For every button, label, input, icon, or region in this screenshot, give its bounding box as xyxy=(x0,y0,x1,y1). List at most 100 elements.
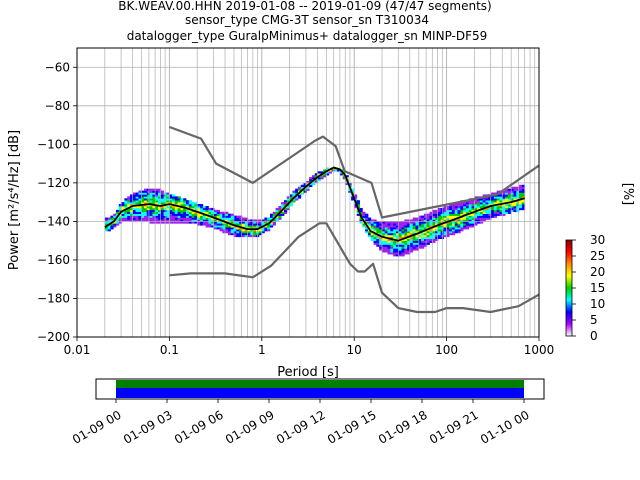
heatmap-cell xyxy=(418,225,422,228)
heatmap-cell xyxy=(191,204,195,207)
heatmap-cell xyxy=(465,209,470,213)
heatmap-cell xyxy=(225,231,229,234)
heatmap-cell xyxy=(166,202,170,205)
heatmap-cell xyxy=(275,209,279,213)
heatmap-cell xyxy=(387,246,391,249)
heatmap-cell xyxy=(138,211,142,214)
x-tick-label: 0.1 xyxy=(160,343,179,357)
heatmap-cell xyxy=(521,202,526,205)
heatmap-cell xyxy=(519,205,523,209)
heatmap-cell xyxy=(387,240,391,243)
heatmap-cell xyxy=(398,244,402,247)
heatmap-cell xyxy=(183,221,187,224)
heatmap-cell xyxy=(311,177,316,180)
heatmap-cell xyxy=(499,194,503,197)
heatmap-cell xyxy=(227,221,232,224)
heatmap-cell xyxy=(468,219,472,222)
heatmap-cell xyxy=(409,236,414,240)
heatmap-cell xyxy=(373,242,377,245)
heatmap-cell xyxy=(230,225,234,228)
heatmap-cell xyxy=(507,211,512,214)
heatmap-cell xyxy=(236,219,240,222)
heatmap-cell xyxy=(239,217,243,220)
heatmap-cell xyxy=(230,229,234,232)
heatmap-cell xyxy=(471,223,475,226)
heatmap-cell xyxy=(185,213,190,216)
new-high-noise-model xyxy=(169,125,540,219)
heatmap-cell xyxy=(488,217,492,220)
heatmap-cell xyxy=(463,211,467,214)
heatmap-cell xyxy=(169,209,173,213)
heatmap-cell xyxy=(225,215,229,218)
heatmap-cell xyxy=(485,213,489,216)
heatmap-cell xyxy=(379,227,383,230)
heatmap-cell xyxy=(177,209,181,213)
heatmap-cell xyxy=(267,229,271,232)
heatmap-cell xyxy=(157,196,162,199)
heatmap-cell xyxy=(407,242,411,245)
heatmap-cell xyxy=(253,219,257,222)
heatmap-cell xyxy=(141,215,145,218)
heatmap-cell xyxy=(435,232,439,236)
heatmap-cell xyxy=(493,205,498,209)
heatmap-cell xyxy=(157,205,162,209)
heatmap-cell xyxy=(239,215,243,218)
heatmap-cell xyxy=(423,223,428,226)
y-tick-label: −160 xyxy=(37,253,70,267)
heatmap-cell xyxy=(124,219,128,222)
heatmap-cell xyxy=(183,215,187,218)
heatmap-cell xyxy=(216,221,220,224)
heatmap-cell xyxy=(300,192,304,195)
heatmap-cell xyxy=(311,175,316,178)
heatmap-cell xyxy=(423,238,428,241)
heatmap-cell xyxy=(407,225,411,228)
heatmap-cell xyxy=(216,223,220,226)
heatmap-cell xyxy=(141,192,145,195)
heatmap-cell xyxy=(429,229,433,232)
heatmap-cell xyxy=(423,232,428,236)
heatmap-cell xyxy=(264,221,268,224)
heatmap-cell xyxy=(370,219,374,222)
heatmap-cell xyxy=(177,196,181,199)
heatmap-cell xyxy=(451,213,456,216)
heatmap-cell xyxy=(135,211,139,214)
heatmap-cell xyxy=(107,225,111,228)
heatmap-cell xyxy=(169,207,173,211)
heatmap-cell xyxy=(166,207,170,211)
heatmap-cell xyxy=(213,215,218,218)
heatmap-cell xyxy=(446,231,450,234)
heatmap-cell xyxy=(485,202,489,205)
heatmap-cell xyxy=(300,184,304,188)
heatmap-cell xyxy=(300,186,304,189)
heatmap-cell xyxy=(409,238,414,241)
heatmap-cell xyxy=(124,217,128,220)
heatmap-cell xyxy=(309,179,313,182)
heatmap-cell xyxy=(118,217,123,220)
heatmap-cell xyxy=(222,211,226,214)
heatmap-cell xyxy=(250,225,254,228)
heatmap-cell xyxy=(502,194,506,197)
heatmap-cell xyxy=(132,198,137,201)
heatmap-cell xyxy=(132,209,137,213)
heatmap-cell xyxy=(479,209,484,213)
heatmap-cell xyxy=(499,207,503,211)
heatmap-cell xyxy=(208,211,212,214)
heatmap-cell xyxy=(275,215,279,218)
heatmap-cell xyxy=(135,198,139,201)
heatmap-cell xyxy=(191,215,195,218)
heatmap-cell xyxy=(409,248,414,251)
heatmap-cell xyxy=(185,211,190,214)
heatmap-cell xyxy=(169,205,173,209)
heatmap-cell xyxy=(177,217,181,220)
heatmap-cell xyxy=(157,209,162,213)
heatmap-cell xyxy=(435,219,439,222)
heatmap-cell xyxy=(479,215,484,218)
heatmap-cell xyxy=(152,211,156,214)
heatmap-cell xyxy=(421,221,425,224)
heatmap-cell xyxy=(502,190,506,193)
heatmap-cell xyxy=(286,196,290,199)
heatmap-cell xyxy=(171,202,176,205)
heatmap-cell xyxy=(381,225,386,228)
heatmap-cell xyxy=(144,211,148,214)
y-tick-label: −200 xyxy=(37,330,70,344)
